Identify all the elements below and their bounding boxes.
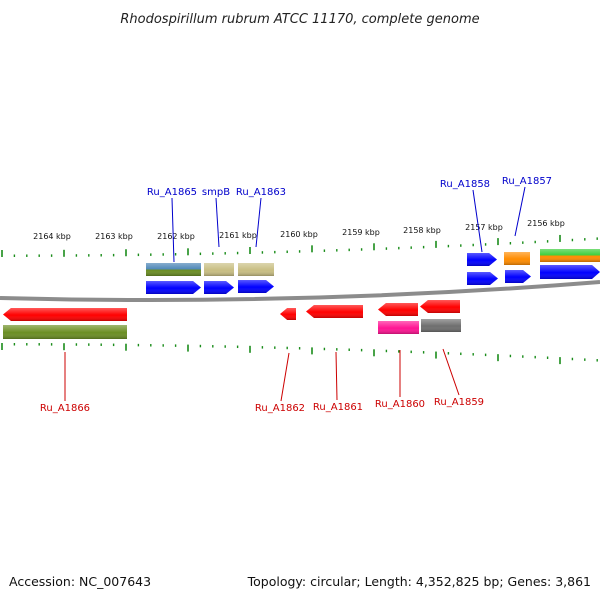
forward-gene-arrow — [540, 265, 600, 279]
feature-blue-olive — [146, 263, 201, 276]
feature-green-orange — [540, 249, 600, 262]
accession-text: Accession: NC_007643 — [9, 574, 151, 589]
scale-label: 2164 kbp — [33, 232, 71, 241]
gene-label: Ru_A1860 — [375, 399, 425, 410]
gene-label: Ru_A1866 — [40, 403, 90, 414]
forward-gene-arrow — [505, 270, 531, 283]
feature-orange — [504, 252, 530, 265]
forward-gene-arrow — [467, 272, 498, 285]
label-leader-line — [280, 352, 290, 402]
gene-label: Ru_A1857 — [502, 176, 552, 187]
scale-label: 2163 kbp — [95, 232, 133, 241]
gene-label: Ru_A1862 — [255, 403, 305, 414]
reverse-gene-arrow — [306, 305, 363, 318]
label-leader-line — [215, 197, 220, 248]
forward-gene-arrow — [146, 281, 201, 294]
scale-label: 2162 kbp — [157, 232, 195, 241]
feature-khaki-2 — [238, 263, 274, 276]
reverse-gene-arrow — [378, 303, 418, 316]
scale-label: 2159 kbp — [342, 228, 380, 237]
forward-gene-arrow — [238, 280, 274, 293]
gene-label: smpB — [202, 187, 230, 198]
label-leader-line — [472, 189, 483, 253]
label-leader-line — [335, 351, 338, 401]
feature-khaki-1 — [204, 263, 234, 276]
reverse-gene-arrow — [3, 308, 127, 321]
forward-gene-arrow — [467, 253, 497, 266]
feature-magenta — [378, 321, 419, 334]
genome-summary-text: Topology: circular; Length: 4,352,825 bp… — [247, 574, 591, 589]
label-leader-line — [442, 348, 460, 396]
gene-labels: Ru_A1865 smpB Ru_A1863 Ru_A1858 Ru_A1857 Ru_A… — [40, 176, 552, 414]
scale-label: 2160 kbp — [280, 230, 318, 239]
label-leader-line — [514, 186, 526, 237]
scale-label: 2161 kbp — [219, 231, 257, 240]
scale-label: 2157 kbp — [465, 223, 503, 232]
scale-ticks-bottom — [1, 343, 598, 365]
gene-label: Ru_A1865 — [147, 187, 197, 198]
label-leader-line — [255, 197, 262, 248]
gene-label: Ru_A1863 — [236, 187, 286, 198]
forward-gene-arrow — [204, 281, 234, 294]
scale-tick-labels: 2164 kbp 2163 kbp 2162 kbp 2161 kbp 2160 kbp… — [33, 219, 565, 241]
scale-label: 2156 kbp — [527, 219, 565, 228]
map-title: Rhodospirillum rubrum ATCC 11170, comple… — [120, 12, 479, 27]
gene-arrows — [3, 253, 600, 321]
reverse-gene-arrow — [280, 308, 296, 320]
scale-ticks-top — [1, 234, 598, 257]
gene-label: Ru_A1859 — [434, 397, 484, 408]
feature-olive — [3, 325, 127, 339]
scale-label: 2158 kbp — [403, 226, 441, 235]
feature-gray — [421, 319, 461, 332]
reverse-gene-arrow — [420, 300, 460, 313]
label-leader-line — [171, 197, 175, 263]
gene-label: Ru_A1858 — [440, 179, 490, 190]
gene-label: Ru_A1861 — [313, 402, 363, 413]
genome-backbone — [0, 280, 600, 302]
feature-blocks — [3, 249, 600, 339]
